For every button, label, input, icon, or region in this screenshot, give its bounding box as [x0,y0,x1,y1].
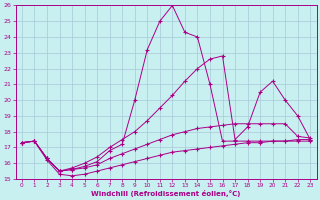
X-axis label: Windchill (Refroidissement éolien,°C): Windchill (Refroidissement éolien,°C) [92,190,241,197]
